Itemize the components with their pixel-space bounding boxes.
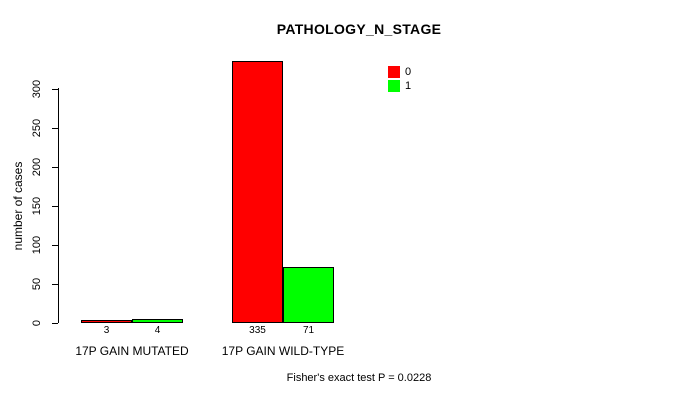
category-label: 17P GAIN MUTATED [75,344,189,358]
legend-item: 1 [388,79,411,92]
bar [81,320,132,323]
bar [232,61,283,323]
legend-item: 0 [388,65,411,78]
y-tick [52,283,58,285]
y-tick [52,127,58,129]
y-tick-label: 100 [31,235,43,255]
y-tick [52,205,58,207]
legend-swatch [388,79,400,92]
y-tick [52,88,58,90]
y-tick [52,166,58,168]
y-tick-label: 0 [31,319,43,327]
bar-value-label: 71 [302,325,315,336]
y-tick-label: 300 [31,79,43,99]
y-tick-label: 150 [31,196,43,216]
bar-value-label: 3 [103,325,110,336]
y-tick-label: 50 [31,277,43,291]
footer-note: Fisher's exact test P = 0.0228 [286,372,432,384]
category-label: 17P GAIN WILD-TYPE [221,344,345,358]
bar-value-label: 4 [154,325,161,336]
legend-label: 0 [405,65,412,78]
y-tick [52,244,58,246]
y-tick-label: 200 [31,157,43,177]
y-tick [52,322,58,324]
chart-title: PATHOLOGY_N_STAGE [276,21,442,37]
y-axis-line [58,88,59,323]
legend-swatch [388,65,400,78]
legend-label: 1 [405,79,412,92]
bar-value-label: 335 [249,325,266,336]
bar [132,319,183,323]
y-tick-label: 250 [31,118,43,138]
y-axis-title: number of cases [11,161,25,251]
bar [283,267,334,323]
